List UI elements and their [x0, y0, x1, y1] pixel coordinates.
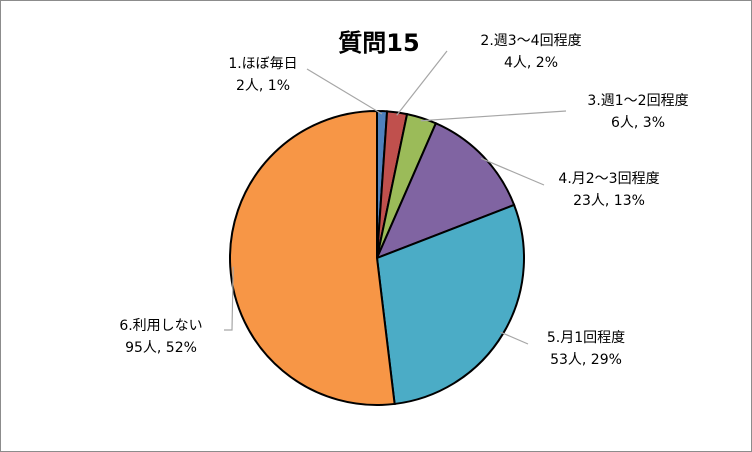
slice-label-6: 6.利用しない	[119, 318, 202, 334]
slice-label-2: 2.週3～4回程度	[480, 33, 581, 49]
pie-slices	[229, 109, 525, 406]
slice-value-6: 95人, 52%	[125, 340, 197, 356]
slice-label-4: 4.月2～3回程度	[558, 171, 659, 187]
slice-value-3: 6人, 3%	[611, 115, 665, 131]
leader-line-3	[420, 110, 567, 122]
slice-value-1: 2人, 1%	[236, 78, 290, 94]
leader-line-2	[396, 50, 448, 116]
leader-line-6	[224, 266, 234, 331]
leader-lines	[224, 50, 567, 345]
leader-line-4	[480, 157, 545, 186]
slice-value-2: 4人, 2%	[504, 55, 558, 71]
slice-label-3: 3.週1～2回程度	[587, 93, 688, 109]
leader-line-5	[500, 331, 529, 345]
chart-title: 質問15	[338, 29, 419, 57]
slice-value-5: 53人, 29%	[550, 352, 622, 368]
slice-labels: 1.ほぼ毎日 2人, 1% 2.週3～4回程度 4人, 2% 3.週1～2回程度 6人, …	[119, 33, 688, 368]
slice-label-1: 1.ほぼ毎日	[228, 56, 297, 72]
slice-value-4: 23人, 13%	[573, 193, 645, 209]
leader-line-1	[306, 68, 383, 115]
pie-slice-6	[229, 109, 396, 406]
pie-slice-4	[375, 121, 516, 260]
slice-label-5: 5.月1回程度	[547, 330, 625, 346]
